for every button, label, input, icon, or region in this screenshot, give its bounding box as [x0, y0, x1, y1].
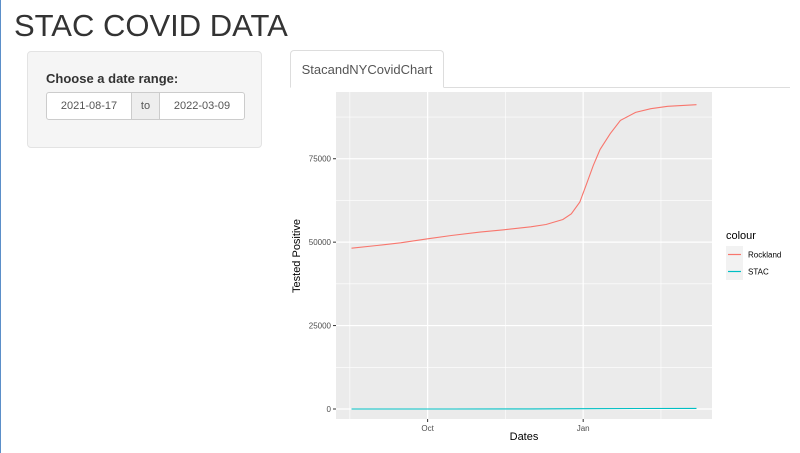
- plot-panel: [336, 92, 712, 419]
- series-line-rockland: [351, 104, 697, 249]
- window-edge: [0, 0, 1, 453]
- x-tick-label: Jan: [577, 424, 590, 433]
- tab-bar: [290, 87, 790, 88]
- series-line-stac: [351, 407, 697, 410]
- start-date-input[interactable]: [46, 92, 132, 120]
- y-axis: 0 25000 50000 75000: [309, 155, 336, 414]
- page-title: STAC COVID DATA: [14, 8, 288, 43]
- y-axis-label: Tested Positive: [291, 219, 303, 293]
- tab-stacandnycovidchart[interactable]: StacandNYCovidChart: [290, 50, 444, 88]
- grid-minor: [336, 92, 712, 419]
- date-range-label: Choose a date range:: [46, 71, 179, 86]
- end-date-input[interactable]: [159, 92, 245, 120]
- x-axis: Oct Jan: [421, 419, 590, 433]
- date-range-input: to: [46, 92, 245, 120]
- y-tick-label: 75000: [309, 155, 332, 164]
- legend-label-stac: STAC: [748, 268, 769, 277]
- legend: colour Rockland STAC: [726, 230, 781, 280]
- legend-title: colour: [726, 230, 756, 242]
- x-axis-label: Dates: [510, 431, 539, 443]
- series-layer: [351, 104, 697, 410]
- date-range-separator: to: [132, 92, 159, 120]
- legend-label-rockland: Rockland: [748, 251, 781, 260]
- y-tick-label: 0: [327, 405, 332, 414]
- y-tick-label: 25000: [309, 322, 332, 331]
- sidebar-panel: Choose a date range: to: [27, 51, 262, 148]
- x-tick-label: Oct: [421, 424, 434, 433]
- y-tick-label: 50000: [309, 238, 332, 247]
- covid-line-chart: 0 25000 50000 75000 Oct Jan Dates Tested Pos…: [286, 88, 790, 450]
